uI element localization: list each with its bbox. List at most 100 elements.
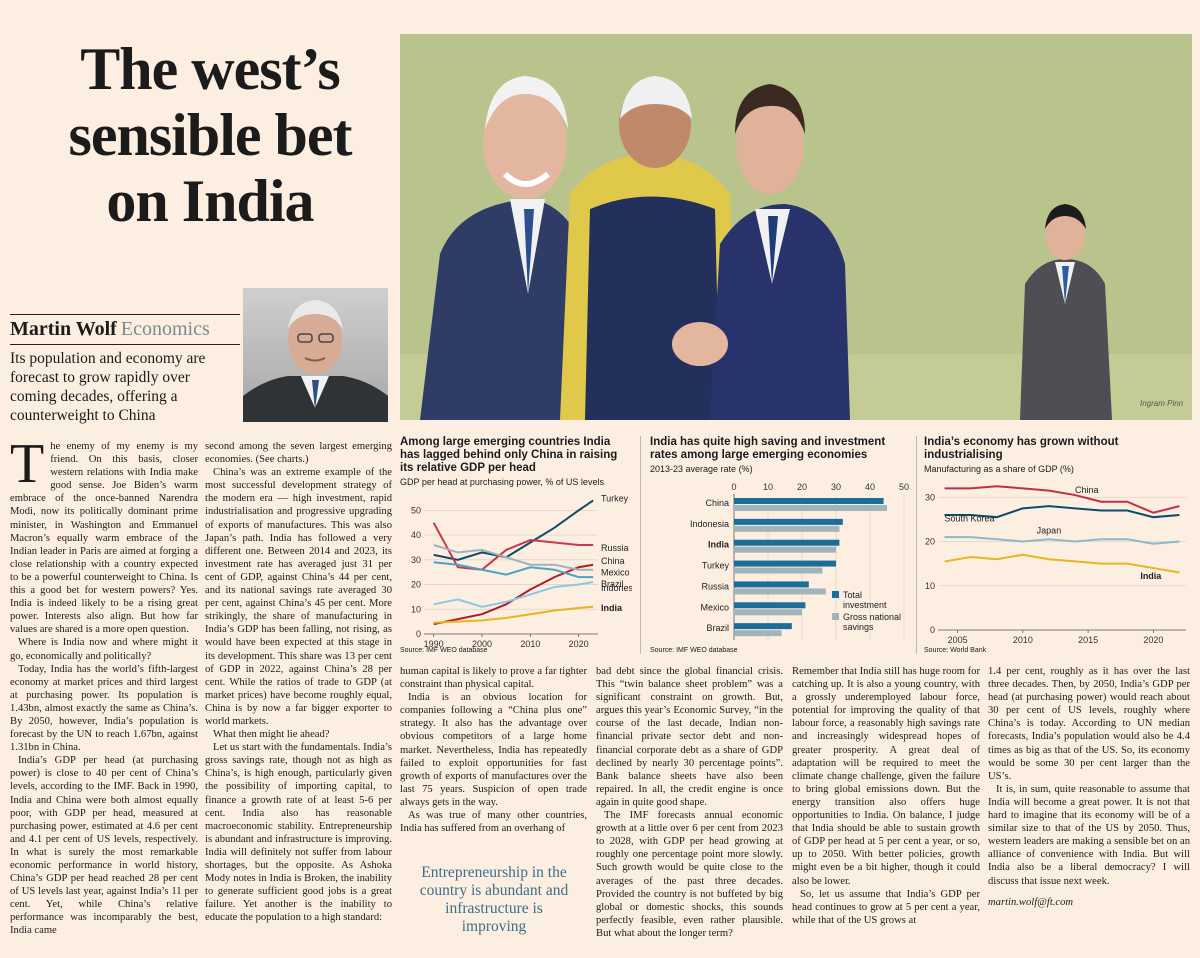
paragraph: Let us start with the fundamentals. Indi… <box>205 742 392 924</box>
article-column-4: bad debt since the global financial cris… <box>596 665 783 940</box>
x-tick-label: 20 <box>797 482 807 492</box>
chart-manufacturing: India’s economy has grown without indust… <box>924 436 1190 474</box>
paragraph: So, let us assume that India’s GDP per h… <box>792 888 980 926</box>
paragraph: India’s GDP per head (at purchasing powe… <box>10 755 198 937</box>
y-tick-label: 30 <box>411 555 421 565</box>
chart-gdp-per-head: Among large emerging countries India has… <box>400 436 632 487</box>
x-tick-label: 40 <box>865 482 875 492</box>
category-label: China <box>705 498 729 508</box>
chart-subtitle: GDP per head at purchasing power, % of U… <box>400 477 604 487</box>
bar-total-investment <box>734 539 840 546</box>
pull-quote: Entrepreneurship in the country is abund… <box>419 864 569 935</box>
paragraph: China’s was an extreme example of the mo… <box>205 467 392 727</box>
divider <box>10 344 240 345</box>
x-tick-label: 2005 <box>948 635 968 645</box>
series-label: India <box>1140 571 1162 581</box>
chart-title: India has quite high saving and investme… <box>650 436 886 461</box>
y-tick-label: 30 <box>925 492 935 502</box>
y-tick-label: 40 <box>411 530 421 540</box>
dropcap: T <box>10 433 45 495</box>
paragraph: he enemy of my enemy is my friend. On th… <box>10 441 198 636</box>
series-label: Indonesia <box>601 583 632 593</box>
series-label: South Korea <box>945 514 995 524</box>
bar-total-investment <box>734 581 809 588</box>
paragraph: Where is India now and where might it go… <box>10 637 198 662</box>
x-tick-label: 2010 <box>1013 635 1033 645</box>
series-label: China <box>601 556 625 566</box>
series-label: Brazil <box>601 579 624 589</box>
chart-1-plot: 0 10 20 30 40 50 1990 2000 2010 2020 Turkey Russia C… <box>411 493 632 649</box>
chart-title: Among large emerging countries India has… <box>400 436 618 474</box>
bar-gross-national-savings <box>734 630 782 637</box>
category-label: Brazil <box>706 623 729 633</box>
chart-subtitle: Manufacturing as a share of GDP (%) <box>924 464 1074 474</box>
paragraph: 1.4 per cent, roughly as it has over the… <box>988 666 1190 782</box>
chart-source: Source: World Bank <box>924 647 987 654</box>
series-line-south-korea <box>944 505 1180 519</box>
series-line-mexico <box>433 544 594 571</box>
paragraph: Remember that India still has huge room … <box>792 666 980 887</box>
y-tick-label: 10 <box>925 581 935 591</box>
series-label: Japan <box>1037 526 1062 536</box>
series-line-india <box>944 553 1180 574</box>
x-tick-label: 30 <box>831 482 841 492</box>
x-tick-label: 2020 <box>1143 635 1163 645</box>
y-tick-label: 0 <box>930 625 935 635</box>
paragraph: human capital is likely to prove a far t… <box>400 666 587 691</box>
series-line-indonesia <box>433 581 594 608</box>
bar-gross-national-savings <box>734 609 802 616</box>
chart-source: Source: IMF WEO database <box>650 647 738 654</box>
chart-source: Source: IMF WEO database <box>400 647 488 654</box>
chart-title: India’s economy has grown without indust… <box>924 436 1119 461</box>
bar-gross-national-savings <box>734 567 823 574</box>
bar-gross-national-savings <box>734 546 836 553</box>
y-tick-label: 10 <box>411 604 421 614</box>
series-line-japan <box>944 536 1180 545</box>
chart-subtitle: 2013-23 average rate (%) <box>650 464 753 474</box>
headline-line: sensible bet <box>68 102 352 168</box>
category-label: Russia <box>701 581 729 591</box>
paragraph: Today, India has the world’s fifth-large… <box>10 663 198 754</box>
bar-total-investment <box>734 498 884 504</box>
legend-label: Total investment <box>843 590 887 610</box>
article-column-2: second among the seven largest emerging … <box>205 440 392 924</box>
standfirst: Its population and economy are forecast … <box>10 350 206 424</box>
category-label: Indonesia <box>690 519 729 529</box>
chart-3-plot: 0 10 20 30 2005 2010 2015 2020 China South Korea J… <box>925 485 1186 645</box>
category-label: Mexico <box>700 602 729 612</box>
headline: The west’s sensible bet on India <box>30 36 390 234</box>
series-label: India <box>601 603 623 613</box>
paragraph: The IMF forecasts annual economic growth… <box>596 810 783 939</box>
byline: Martin Wolf Economics <box>10 318 210 341</box>
legend-label: Gross national savings <box>843 612 901 632</box>
author-name: Martin Wolf <box>10 318 117 340</box>
author-email[interactable]: martin.wolf@ft.com <box>988 896 1074 908</box>
article-column-6: 1.4 per cent, roughly as it has over the… <box>988 665 1190 909</box>
divider <box>640 436 641 654</box>
divider <box>916 436 917 654</box>
category-label: Turkey <box>702 561 730 571</box>
chart-saving-investment: India has quite high saving and investme… <box>650 436 912 474</box>
legend-swatch <box>832 591 839 598</box>
illustration: Ingram Pinn <box>400 34 1192 420</box>
bar-gross-national-savings <box>734 505 887 511</box>
paragraph: As was true of many other countries, Ind… <box>400 810 587 835</box>
x-tick-label: 0 <box>731 482 736 492</box>
series-label: China <box>1075 485 1099 495</box>
x-tick-label: 2015 <box>1078 635 1098 645</box>
x-tick-label: 2020 <box>569 639 589 649</box>
bar-gross-national-savings <box>734 588 826 595</box>
paragraph: second among the seven largest emerging … <box>205 441 392 466</box>
y-tick-label: 0 <box>416 629 421 639</box>
bar-total-investment <box>734 560 836 567</box>
category-label: India <box>708 540 730 550</box>
paragraph: It is, in sum, quite reasonable to assum… <box>988 783 1190 887</box>
paragraph: bad debt since the global financial cris… <box>596 666 783 808</box>
bar-total-investment <box>734 518 843 525</box>
x-tick-label: 10 <box>763 482 773 492</box>
headline-line: The west’s <box>80 36 340 102</box>
series-label: Mexico <box>601 568 630 578</box>
x-tick-label: 50 <box>899 482 909 492</box>
bar-total-investment <box>734 623 792 630</box>
chart-2-plot: 0 10 20 30 40 50 China Indonesia India Turkey Russ… <box>690 482 909 640</box>
